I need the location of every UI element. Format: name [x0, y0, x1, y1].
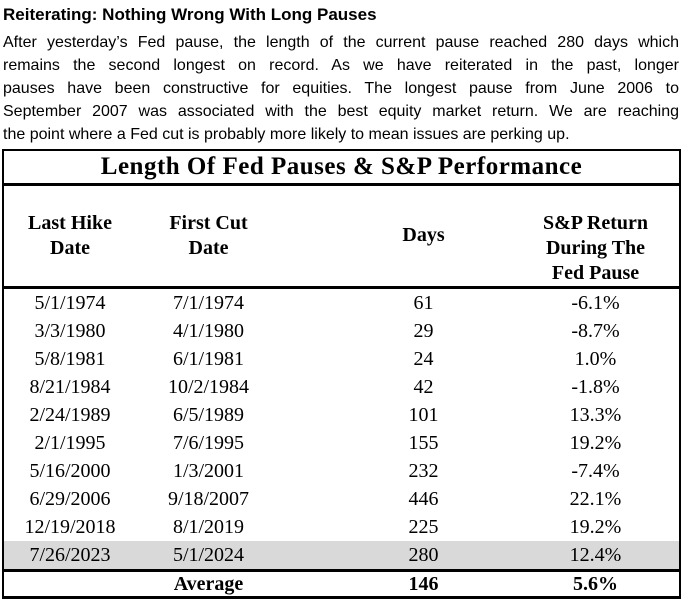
days-cell: 24: [413, 347, 434, 370]
first-cut-cell: 1/3/2001: [172, 459, 245, 482]
average-return-cell: 5.6%: [566, 568, 680, 597]
column-header-sp-return-label: S&P Return During The Fed Pause: [543, 211, 648, 284]
paragraph-line: remains the second longest on record. As…: [3, 57, 679, 74]
days-cell: 101: [408, 403, 439, 426]
last-hike-cell: 12/19/2018: [24, 515, 116, 538]
average-label-cell: Average: [136, 568, 281, 597]
column-header-days: Days: [281, 184, 566, 289]
sp-return-cell: -6.1%: [571, 291, 620, 314]
days-cell: 232: [408, 459, 439, 482]
last-hike-cell: 6/29/2006: [29, 487, 111, 510]
first-cut-cell: 10/2/1984: [167, 375, 250, 398]
fed-pause-table: Length Of Fed Pauses & S&P Performance L…: [2, 149, 681, 599]
first-cut-cell: 4/1/1980: [172, 319, 245, 342]
table-row: 7/26/2023 5/1/2024 280 12.4%: [3, 540, 680, 570]
days-cell: 42: [413, 375, 434, 398]
sp-return-cell: -7.4%: [571, 459, 620, 482]
table-row: 5/8/1981 6/1/1981 24 1.0%: [3, 345, 680, 373]
sp-return-cell: 19.2%: [569, 431, 622, 454]
paragraph-line: pauses have been constructive for equiti…: [3, 80, 679, 97]
paragraph-line: the point where a Fed cut is probably mo…: [3, 126, 570, 143]
last-hike-cell: 2/1/1995: [34, 431, 106, 454]
last-hike-cell: 5/16/2000: [29, 459, 111, 482]
table-row: 3/3/1980 4/1/1980 29 -8.7%: [3, 317, 680, 345]
table-row: 5/1/1974 7/1/1974 61 -6.1%: [3, 287, 680, 317]
column-header-last-hike-date: Last Hike Date: [3, 184, 136, 289]
last-hike-cell: 7/26/2023: [29, 543, 111, 566]
table-row: 2/1/1995 7/6/1995 155 19.2%: [3, 429, 680, 457]
column-header-sp-return: S&P Return During The Fed Pause: [543, 184, 680, 289]
first-cut-cell: 6/5/1989: [172, 403, 245, 426]
average-days-cell: 146: [281, 568, 566, 597]
days-cell: 155: [408, 431, 439, 454]
sp-return-cell: 1.0%: [574, 347, 617, 370]
last-hike-cell: 8/21/1984: [29, 375, 111, 398]
first-cut-cell: 7/6/1995: [172, 431, 245, 454]
sp-return-cell: 12.4%: [569, 543, 622, 566]
sp-return-cell: 13.3%: [569, 403, 622, 426]
days-cell: 280: [408, 543, 439, 566]
table-row: 8/21/1984 10/2/1984 42 -1.8%: [3, 373, 680, 401]
column-header-first-cut-date: First Cut Date: [136, 184, 281, 289]
last-hike-cell: 3/3/1980: [34, 319, 106, 342]
paragraph-line: September 2007 was associated with the b…: [3, 103, 679, 120]
days-cell: 225: [408, 515, 439, 538]
sp-return-cell: 22.1%: [569, 487, 622, 510]
sp-return-cell: -1.8%: [571, 375, 620, 398]
days-cell: 61: [413, 291, 434, 314]
average-row: Average 146 5.6%: [3, 568, 680, 597]
article-title: Reiterating: Nothing Wrong With Long Pau…: [3, 5, 377, 24]
table-body: 5/1/1974 7/1/1974 61 -6.1% 3/3/1980 4/1/1980 2…: [3, 287, 680, 570]
table-title: Length Of Fed Pauses & S&P Performance: [3, 150, 680, 186]
table-row: 6/29/2006 9/18/2007 446 22.1%: [3, 485, 680, 513]
table-row: 12/19/2018 8/1/2019 225 19.2%: [3, 513, 680, 541]
first-cut-cell: 7/1/1974: [172, 291, 245, 314]
days-cell: 29: [413, 319, 434, 342]
first-cut-cell: 8/1/2019: [172, 515, 245, 538]
first-cut-cell: 5/1/2024: [172, 543, 245, 566]
last-hike-cell: 2/24/1989: [29, 403, 111, 426]
table-row: 5/16/2000 1/3/2001 232 -7.4%: [3, 457, 680, 485]
table-header-row: Last Hike Date First Cut Date Days S&P R…: [3, 184, 680, 289]
table-row: 2/24/1989 6/5/1989 101 13.3%: [3, 401, 680, 429]
paragraph-line: After yesterday’s Fed pause, the length …: [3, 34, 679, 51]
last-hike-cell: 5/8/1981: [34, 347, 106, 370]
sp-return-cell: -8.7%: [571, 319, 620, 342]
table-title-row: Length Of Fed Pauses & S&P Performance: [3, 150, 680, 186]
first-cut-cell: 6/1/1981: [172, 347, 245, 370]
first-cut-cell: 9/18/2007: [167, 487, 250, 510]
last-hike-cell: 5/1/1974: [34, 291, 106, 314]
days-cell: 446: [408, 487, 439, 510]
article-paragraph: After yesterday’s Fed pause, the length …: [3, 31, 679, 146]
average-spacer-cell: [3, 568, 136, 597]
sp-return-cell: 19.2%: [569, 515, 622, 538]
